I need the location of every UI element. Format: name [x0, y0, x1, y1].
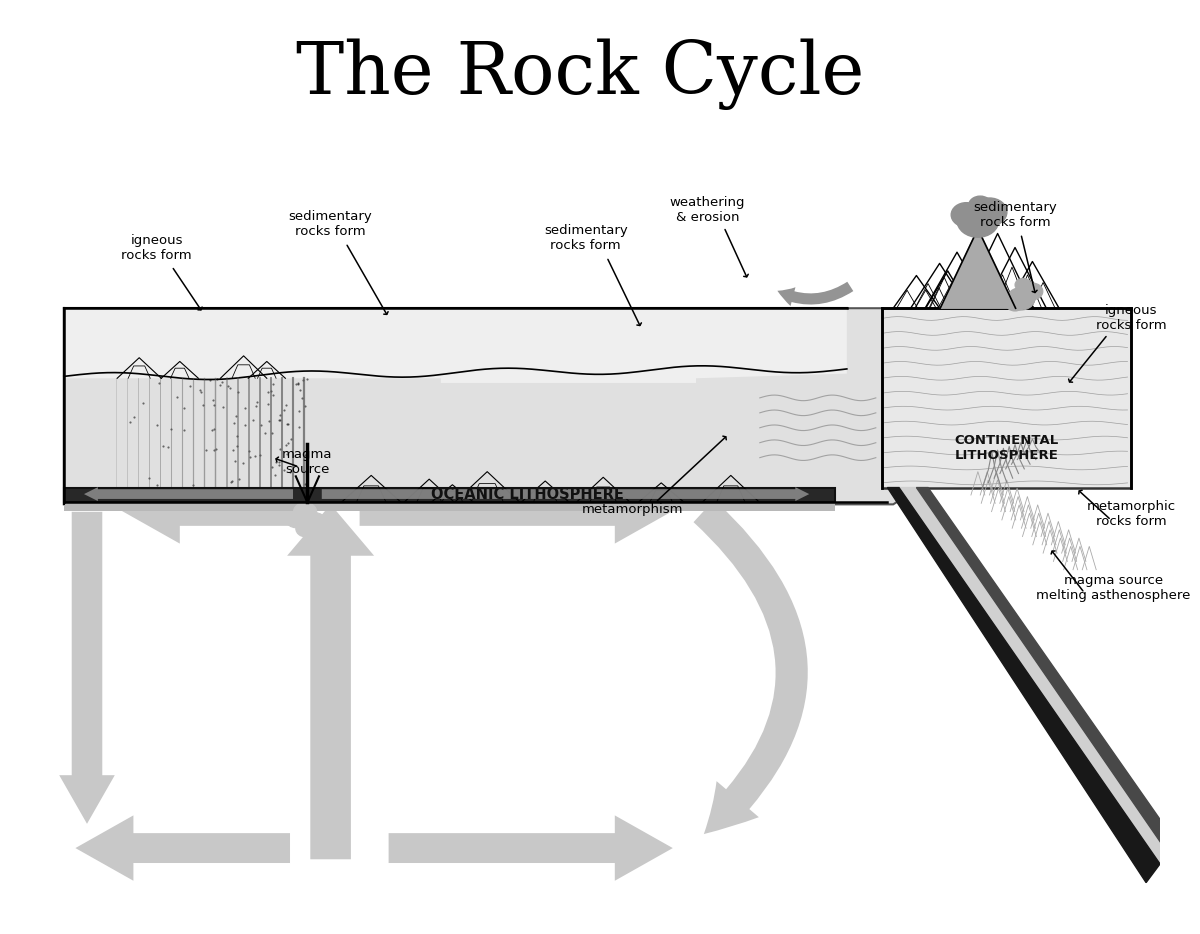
Text: igneous
rocks form: igneous rocks form	[121, 234, 192, 262]
Text: sedimentary
rocks form: sedimentary rocks form	[973, 201, 1057, 229]
Polygon shape	[360, 478, 673, 544]
Circle shape	[958, 204, 998, 237]
FancyArrowPatch shape	[778, 282, 853, 306]
Text: sedimentary
rocks form: sedimentary rocks form	[289, 210, 372, 238]
FancyArrowPatch shape	[694, 500, 808, 834]
FancyArrowPatch shape	[322, 488, 809, 501]
Polygon shape	[64, 502, 835, 511]
Text: CONTINENTAL
LITHOSPHERE: CONTINENTAL LITHOSPHERE	[955, 434, 1060, 462]
Circle shape	[972, 198, 1007, 226]
Circle shape	[296, 520, 317, 537]
Text: magma source
melting asthenosphere: magma source melting asthenosphere	[1037, 574, 1190, 602]
Circle shape	[1015, 278, 1031, 291]
FancyArrowPatch shape	[59, 512, 115, 824]
Circle shape	[294, 502, 317, 521]
FancyArrowPatch shape	[84, 488, 293, 501]
Circle shape	[952, 203, 982, 227]
Text: sedimentary
rocks form: sedimentary rocks form	[544, 224, 628, 252]
Circle shape	[1006, 296, 1025, 311]
Text: igneous
rocks form: igneous rocks form	[1096, 304, 1166, 332]
Text: The Rock Cycle: The Rock Cycle	[296, 39, 864, 110]
Polygon shape	[122, 478, 301, 544]
Polygon shape	[64, 308, 1079, 504]
Polygon shape	[287, 504, 374, 859]
Polygon shape	[64, 488, 835, 502]
Polygon shape	[940, 229, 1015, 308]
Polygon shape	[76, 815, 290, 881]
Polygon shape	[882, 308, 1132, 488]
Polygon shape	[389, 815, 673, 881]
Text: weathering
& erosion: weathering & erosion	[670, 196, 745, 224]
Text: OCEANIC LITHOSPHERE: OCEANIC LITHOSPHERE	[431, 487, 624, 502]
Circle shape	[968, 196, 992, 215]
Polygon shape	[899, 488, 1166, 864]
Text: magma
source: magma source	[282, 448, 332, 476]
Circle shape	[287, 513, 305, 528]
Polygon shape	[917, 488, 1171, 850]
Polygon shape	[888, 488, 1160, 883]
Text: metamorphic
rocks form: metamorphic rocks form	[1086, 500, 1176, 528]
Text: metamorphism: metamorphism	[582, 502, 683, 516]
Polygon shape	[64, 308, 847, 383]
Circle shape	[1007, 288, 1034, 310]
Circle shape	[306, 513, 325, 528]
Circle shape	[1022, 283, 1043, 300]
